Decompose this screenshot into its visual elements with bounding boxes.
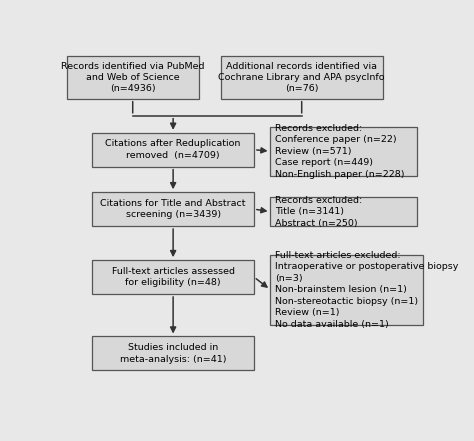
Text: Records excluded:
Conference paper (n=22)
Review (n=571)
Case report (n=449)
Non: Records excluded: Conference paper (n=22… [275, 124, 404, 179]
FancyBboxPatch shape [92, 133, 254, 167]
FancyBboxPatch shape [92, 336, 254, 370]
FancyBboxPatch shape [66, 56, 199, 99]
FancyBboxPatch shape [92, 192, 254, 226]
FancyBboxPatch shape [271, 197, 418, 226]
FancyBboxPatch shape [271, 127, 418, 176]
FancyBboxPatch shape [92, 260, 254, 294]
Text: Additional records identified via
Cochrane Library and APA psycInfo
(n=76): Additional records identified via Cochra… [219, 62, 385, 93]
Text: Full-text articles excluded:
Intraoperative or postoperative biopsy
(n=3)
Non-br: Full-text articles excluded: Intraoperat… [275, 251, 458, 329]
FancyBboxPatch shape [271, 255, 423, 325]
Text: Citations after Reduplication
removed  (n=4709): Citations after Reduplication removed (n… [105, 139, 241, 160]
Text: Citations for Title and Abstract
screening (n=3439): Citations for Title and Abstract screeni… [100, 199, 246, 219]
Text: Records identified via PubMed
and Web of Science
(n=4936): Records identified via PubMed and Web of… [61, 62, 204, 93]
Text: Full-text articles assessed
for eligibility (n=48): Full-text articles assessed for eligibil… [112, 267, 235, 287]
Text: Studies included in
meta-analysis: (n=41): Studies included in meta-analysis: (n=41… [120, 343, 227, 364]
FancyBboxPatch shape [221, 56, 383, 99]
Text: Records excluded:
Title (n=3141)
Abstract (n=250): Records excluded: Title (n=3141) Abstrac… [275, 196, 362, 228]
